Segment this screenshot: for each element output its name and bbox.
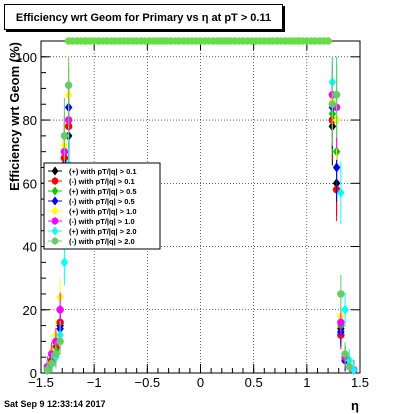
legend-label: (-) with pT/|q| > 1.0 bbox=[69, 217, 135, 226]
data-point bbox=[345, 362, 354, 371]
x-tick-label: −1.5 bbox=[28, 375, 54, 390]
series-group bbox=[64, 37, 332, 45]
legend-label: (-) with pT/|q| > 0.5 bbox=[69, 197, 135, 206]
y-tick-label: 100 bbox=[15, 50, 37, 65]
x-tick-label: 0 bbox=[197, 375, 204, 390]
data-point bbox=[328, 100, 337, 108]
data-marks bbox=[43, 37, 358, 375]
chart-title: Efficiency wrt Geom for Primary vs η at … bbox=[15, 12, 272, 24]
data-point bbox=[337, 187, 345, 198]
data-point bbox=[47, 359, 56, 368]
data-point bbox=[341, 304, 349, 315]
legend-label: (-) with pT/|q| > 2.0 bbox=[69, 237, 135, 246]
data-point bbox=[60, 257, 69, 268]
x-tick-label: 0.5 bbox=[245, 375, 263, 390]
series-group bbox=[43, 56, 354, 374]
legend-marker bbox=[51, 196, 59, 206]
data-point bbox=[43, 366, 52, 374]
legend-marker bbox=[51, 177, 59, 185]
x-axis-label: η bbox=[351, 398, 359, 413]
x-tick-label: 1.5 bbox=[351, 375, 369, 390]
legend-label: (+) with pT/|q| > 2.0 bbox=[69, 227, 137, 236]
x-tick-label: −1 bbox=[87, 375, 102, 390]
y-tick-label: 60 bbox=[23, 176, 37, 191]
y-axis-label: Efficiency wrt Geom (%) bbox=[7, 42, 22, 191]
legend-marker bbox=[51, 237, 59, 245]
footer-timestamp: Sat Sep 9 12:33:14 2017 bbox=[4, 399, 106, 409]
grid-lines bbox=[41, 41, 360, 373]
data-point bbox=[64, 81, 73, 90]
data-point bbox=[337, 318, 345, 327]
chart-title-box: Efficiency wrt Geom for Primary vs η at … bbox=[4, 4, 283, 30]
legend: (+) with pT/|q| > 0.1(-) with pT/|q| > 0… bbox=[43, 162, 161, 250]
data-point bbox=[341, 350, 349, 358]
legend-box bbox=[43, 162, 161, 250]
data-point bbox=[332, 91, 341, 99]
y-tick-label: 20 bbox=[23, 303, 37, 318]
x-tick-label: −0.5 bbox=[134, 375, 160, 390]
data-point bbox=[56, 337, 64, 346]
x-tick-labels: −1.5 −1 −0.5 0 0.5 1 1.5 bbox=[28, 375, 369, 390]
legend-marker bbox=[51, 166, 59, 176]
legend-marker bbox=[51, 186, 59, 196]
data-point bbox=[60, 132, 69, 140]
data-point bbox=[52, 350, 60, 358]
y-tick-label: 80 bbox=[23, 113, 37, 128]
y-tick-label: 40 bbox=[23, 240, 37, 255]
data-point bbox=[324, 37, 332, 45]
legend-marker bbox=[51, 206, 59, 216]
legend-label: (+) with pT/|q| > 0.5 bbox=[69, 187, 137, 196]
y-tick-label: 0 bbox=[30, 366, 37, 381]
legend-marker bbox=[51, 226, 59, 236]
data-point bbox=[332, 162, 341, 173]
legend-label: (+) with pT/|q| > 1.0 bbox=[69, 207, 137, 216]
legend-label: (-) with pT/|q| > 0.1 bbox=[69, 177, 135, 186]
y-tick-labels: 0 20 40 60 80 100 bbox=[15, 50, 37, 381]
legend-marker bbox=[51, 217, 59, 225]
legend-label: (+) with pT/|q| > 0.1 bbox=[69, 167, 137, 176]
data-point bbox=[337, 290, 345, 298]
data-point bbox=[56, 306, 64, 314]
x-tick-label: 1 bbox=[303, 375, 310, 390]
